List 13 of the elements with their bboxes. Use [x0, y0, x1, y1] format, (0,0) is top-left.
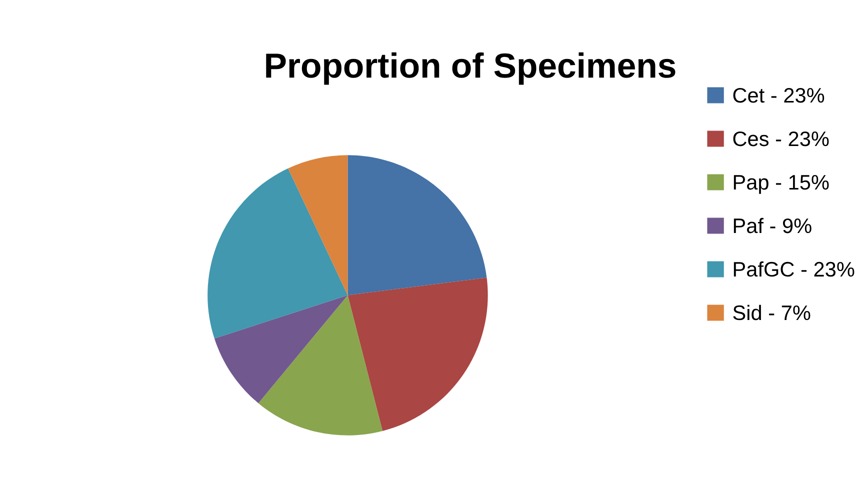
chart-title: Proportion of Specimens [266, 52, 676, 85]
pie-slice [288, 155, 348, 296]
pie-slice [208, 168, 348, 339]
legend-label: Cet - 23% [733, 88, 824, 103]
legend-label: Sid - 7% [733, 304, 810, 320]
pie-slice [348, 278, 488, 431]
legend-label: Paf - 9% [734, 218, 812, 234]
pie-slice [258, 295, 383, 436]
legend-label: PafGC - 23% [734, 261, 854, 277]
legend-label: Pap - 15% [734, 175, 829, 194]
pie-slice [214, 295, 348, 404]
legend-label: Ces - 23% [733, 131, 829, 146]
pie-slice [348, 155, 487, 296]
